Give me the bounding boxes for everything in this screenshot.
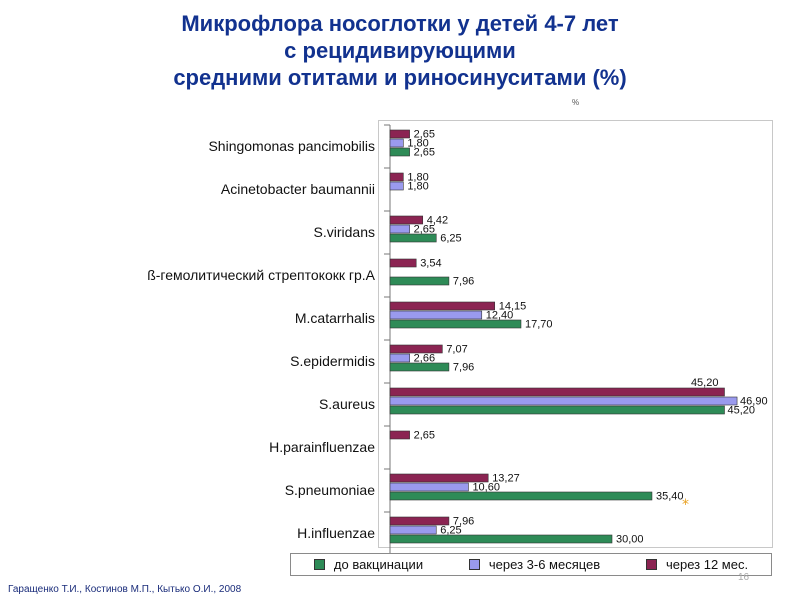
bar	[389, 491, 653, 501]
plot-area-frame	[378, 120, 773, 548]
data-label: 6,25	[440, 233, 461, 245]
title-line-3: средними отитами и риносинуситами (%)	[173, 65, 627, 90]
data-label: 2,65	[414, 147, 435, 159]
data-label: 45,20	[691, 377, 719, 389]
data-label: 2,65	[414, 129, 435, 141]
category-label: H.parainfluenzae	[269, 439, 375, 455]
category-label: ß-гемолитический стрептококк гр.А	[147, 267, 375, 283]
percent-note: %	[572, 98, 580, 107]
bar	[389, 172, 404, 182]
bar	[389, 224, 410, 234]
bar	[389, 301, 496, 311]
category-label: S.epidermidis	[290, 353, 375, 369]
category-label: S.viridans	[314, 224, 375, 240]
data-label: 14,15	[499, 301, 527, 313]
legend-item-12-months: через 12 мес.	[645, 557, 749, 572]
bar	[389, 138, 404, 148]
legend-item-3-6-months: через 3-6 месяцев	[468, 557, 601, 572]
category-label: S.pneumoniae	[285, 482, 376, 498]
data-label: 4,42	[427, 215, 448, 227]
bar	[389, 396, 738, 406]
bar	[389, 344, 443, 354]
bar	[389, 319, 522, 329]
bar	[389, 353, 410, 363]
data-label: 35,40	[656, 491, 684, 503]
bar	[389, 534, 613, 544]
category-label: Shingomonas pancimobilis	[208, 138, 375, 154]
data-label: 45,20	[727, 405, 755, 417]
category-label: M.catarrhalis	[295, 310, 375, 326]
footer-citation: Гаращенко Т.И., Костинов М.П., Кытько О.…	[8, 584, 242, 595]
data-label: 12,40	[486, 310, 514, 322]
legend-swatch-12-months	[645, 559, 657, 570]
bar	[389, 387, 725, 397]
data-label: 7,96	[453, 362, 474, 374]
bar	[389, 362, 450, 372]
data-label: 17,70	[525, 319, 553, 331]
bar	[389, 215, 424, 225]
data-label: 1,80	[407, 181, 428, 193]
legend-item-before: до вакцинации	[313, 557, 424, 572]
bar	[389, 430, 410, 440]
data-label: 7,96	[453, 276, 474, 288]
bar	[389, 482, 469, 492]
data-label: 2,65	[414, 224, 435, 236]
chart-title: Микрофлора носоглотки у детей 4-7 лет с …	[0, 10, 800, 91]
chart-legend: до вакцинации через 3-6 месяцев через 12…	[290, 553, 772, 576]
category-label: S.aureus	[319, 396, 375, 412]
data-label: 2,65	[414, 430, 435, 442]
data-label: 46,90	[740, 396, 768, 408]
data-label: 7,96	[453, 516, 474, 528]
bar	[389, 276, 450, 286]
bar	[389, 473, 489, 483]
title-line-1: Микрофлора носоглотки у детей 4-7 лет	[181, 11, 619, 36]
data-label: 10,60	[472, 482, 500, 494]
data-label: 7,07	[446, 344, 467, 356]
category-label: Acinetobacter baumannii	[221, 181, 375, 197]
legend-swatch-3-6-months	[468, 559, 480, 570]
bar	[389, 525, 437, 535]
significance-star: *	[682, 497, 689, 513]
bar	[389, 310, 483, 320]
bar	[389, 258, 417, 268]
title-line-2: с рецидивирующими	[284, 38, 516, 63]
category-label: H.influenzae	[297, 525, 375, 541]
data-label: 2,66	[414, 353, 435, 365]
data-label: 1,80	[407, 172, 428, 184]
data-label: 3,54	[420, 258, 441, 270]
legend-label-12-months: через 12 мес.	[665, 557, 749, 572]
bar	[389, 129, 410, 139]
data-label: 13,27	[492, 473, 520, 485]
data-label: 30,00	[616, 534, 644, 546]
bar	[389, 233, 437, 243]
legend-label-3-6-months: через 3-6 месяцев	[488, 557, 601, 572]
bar	[389, 516, 450, 526]
data-label: 1,80	[407, 138, 428, 150]
data-label: 6,25	[440, 525, 461, 537]
bar	[389, 181, 404, 191]
legend-swatch-before	[313, 559, 325, 570]
page-number: 16	[738, 572, 750, 583]
bar	[389, 147, 410, 157]
legend-label-before: до вакцинации	[333, 557, 424, 572]
bar	[389, 405, 725, 415]
